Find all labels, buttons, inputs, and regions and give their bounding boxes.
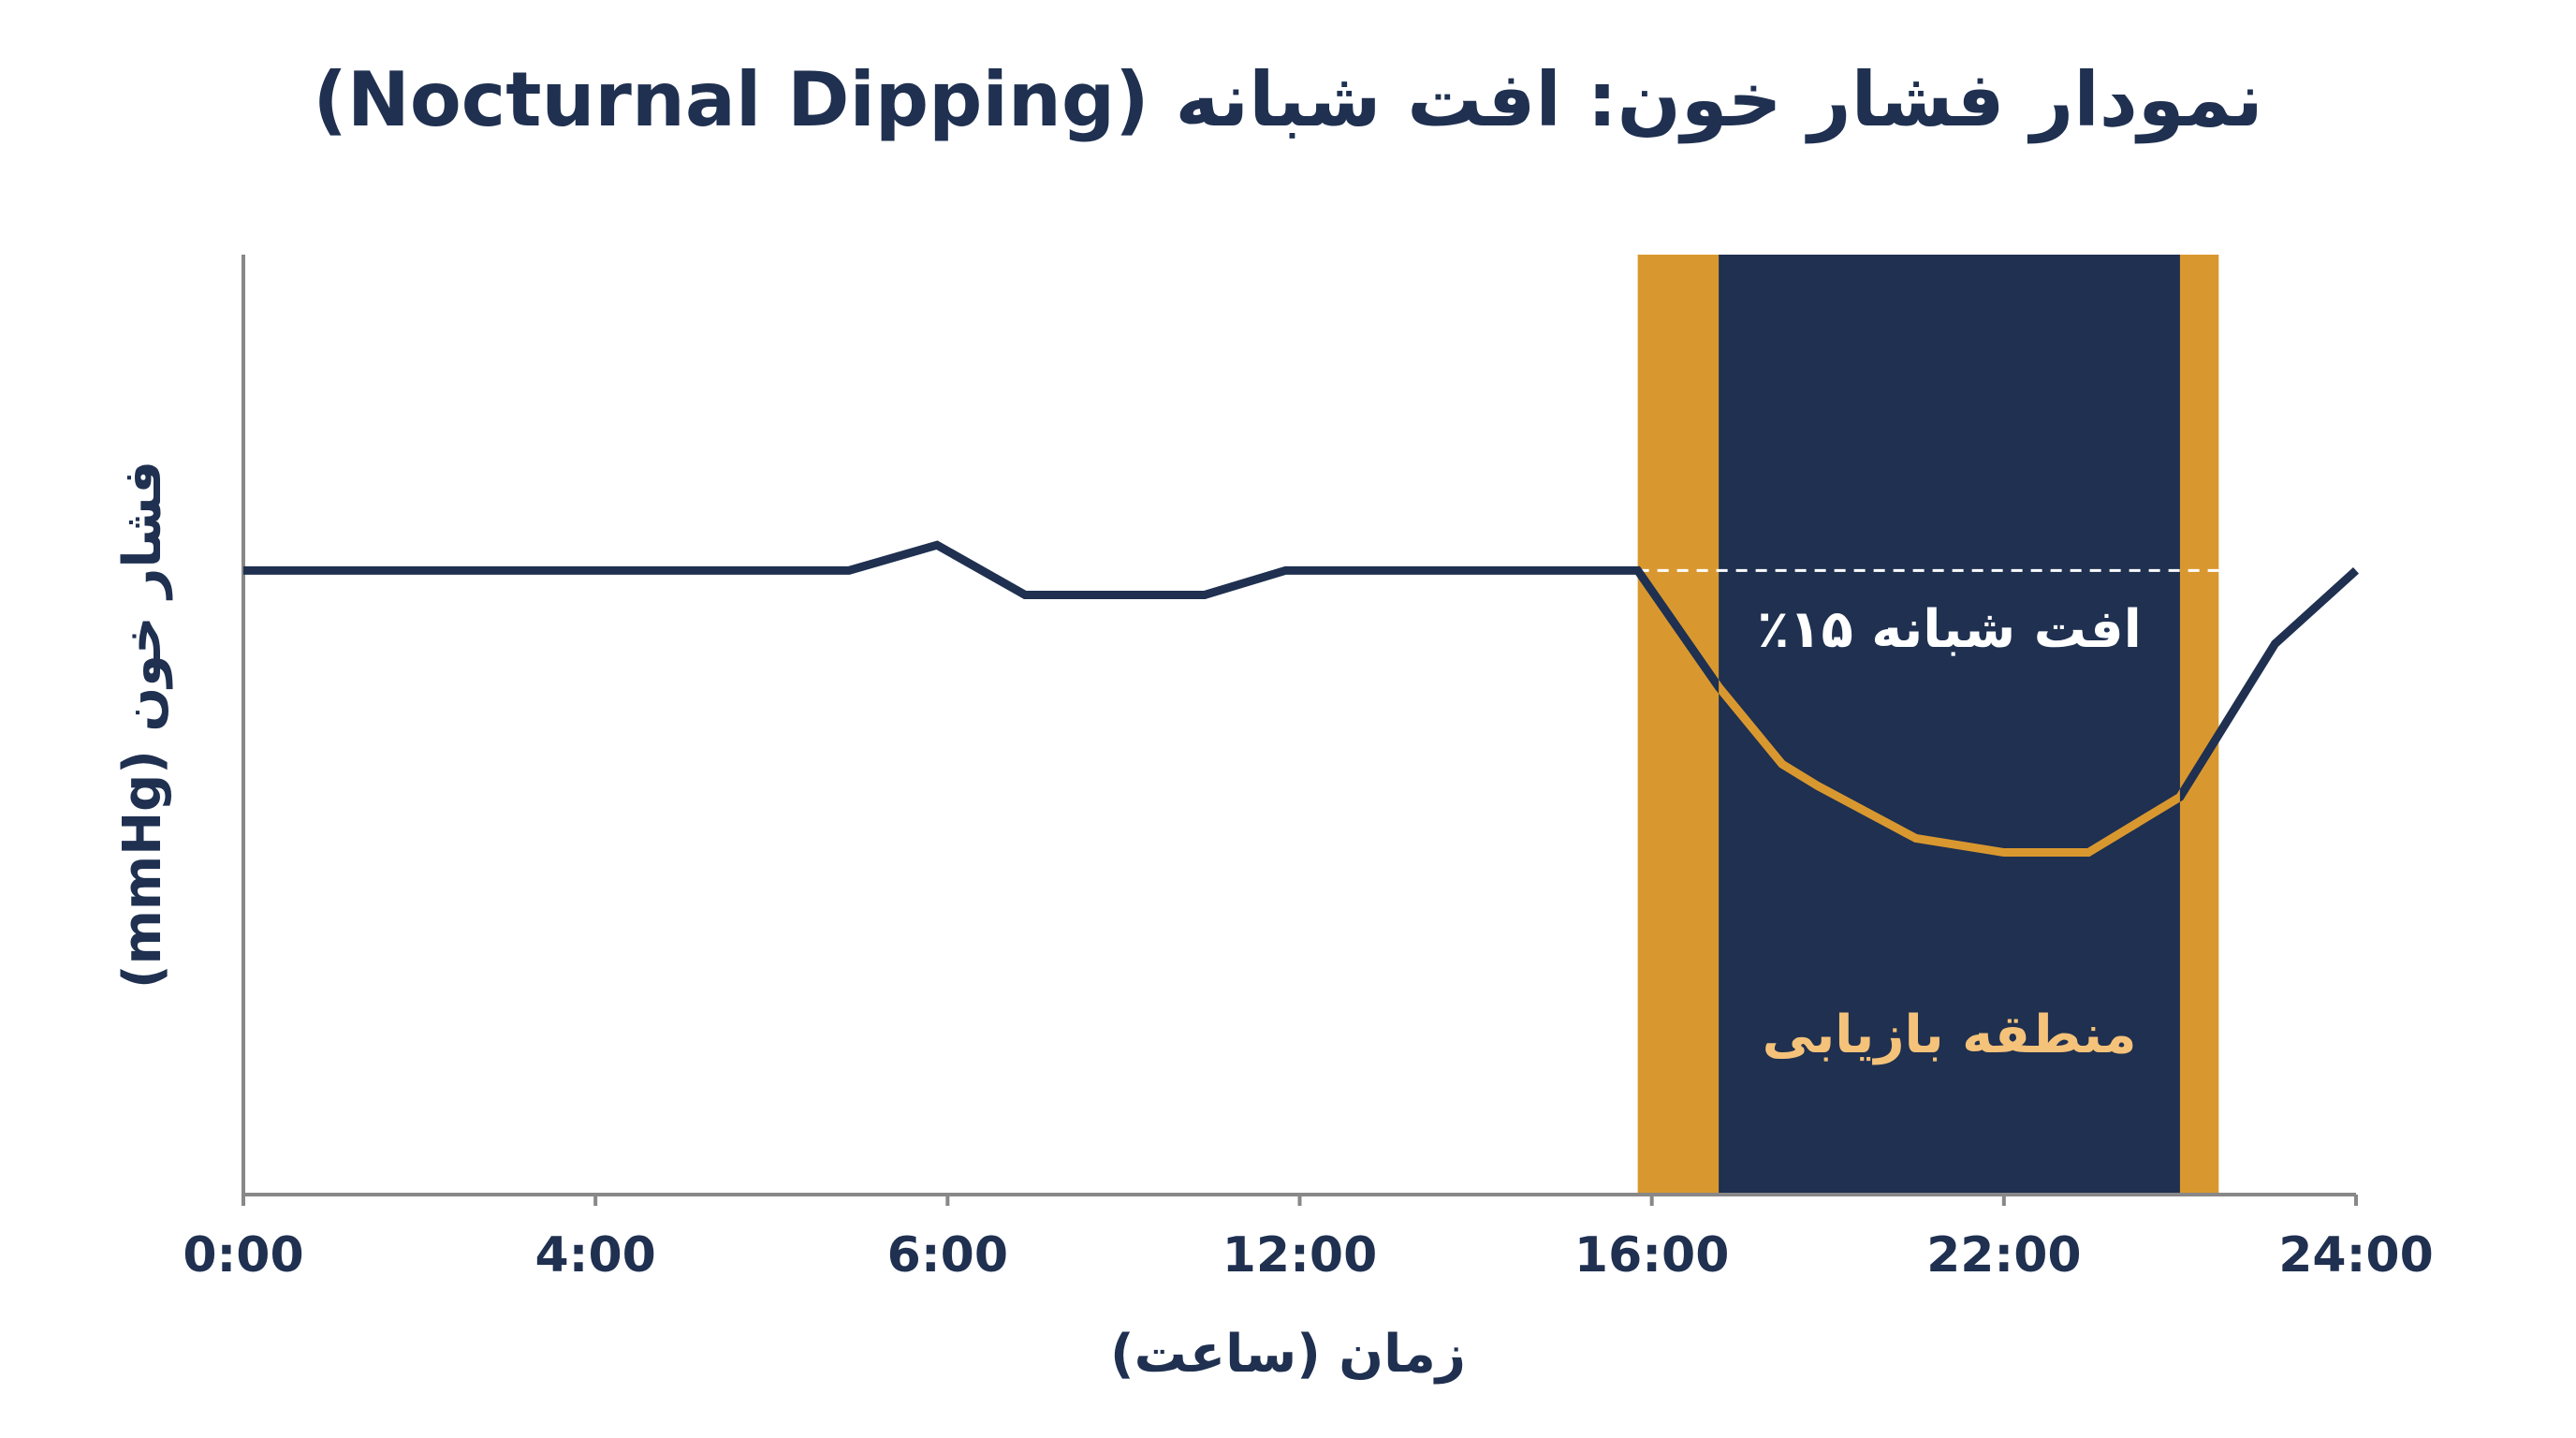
band (1719, 255, 2180, 1195)
line-highlight (1719, 679, 2180, 858)
chart-title: نمودار فشار خون: افت شبانه (Nocturnal Di… (313, 56, 2262, 144)
x-tick-label: 0:00 (183, 1227, 303, 1284)
x-tick-label: 12:00 (1222, 1227, 1378, 1284)
x-tick-label: 22:00 (1926, 1227, 2082, 1284)
x-tick-label: 6:00 (887, 1227, 1008, 1284)
x-tick-label: 16:00 (1574, 1227, 1730, 1284)
annotation: افت شبانه ۱۵٪ (1757, 599, 2142, 660)
y-axis-label: فشار خون (mmHg) (112, 461, 173, 989)
x-axis-label: زمان (ساعت) (1110, 1324, 1466, 1385)
x-tick-label: 24:00 (2278, 1227, 2434, 1284)
annotation: منطقه بازیابی (1763, 1005, 2137, 1065)
x-tick-label: 4:00 (534, 1227, 655, 1284)
